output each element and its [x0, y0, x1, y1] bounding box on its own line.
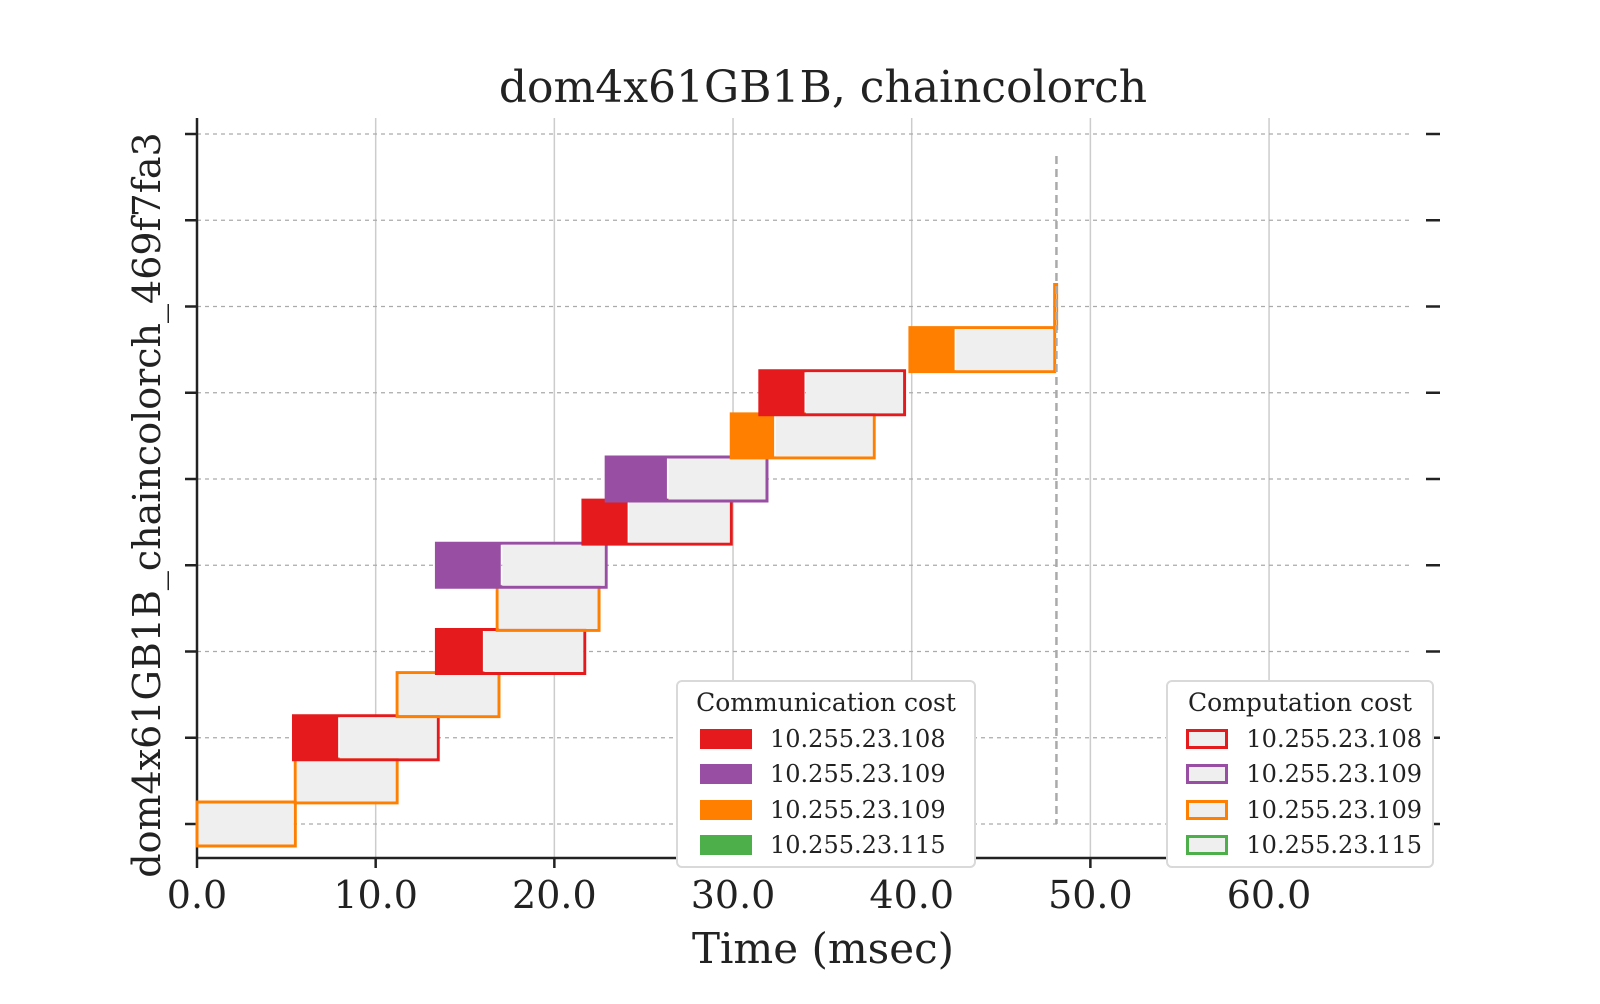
legend-item: 10.255.23.109 [688, 757, 964, 793]
x-tick-label: 0.0 [167, 873, 227, 917]
communication-bar [731, 413, 775, 458]
legend-swatch [700, 799, 752, 820]
computation-bar [629, 501, 730, 543]
legend-label: 10.255.23.108 [1246, 724, 1422, 753]
computation-bar [775, 415, 873, 457]
communication-bar [293, 715, 339, 760]
computation-bar [498, 587, 598, 629]
communication-bar [909, 327, 955, 372]
x-axis-label: Time (msec) [692, 924, 954, 973]
legend-item: 10.255.23.109 [1178, 792, 1422, 828]
task-outline [195, 800, 297, 848]
legend-swatch [700, 728, 752, 749]
legend-item: 10.255.23.108 [1178, 721, 1422, 757]
legend-label: 10.255.23.115 [1246, 831, 1422, 860]
x-tick-label: 60.0 [1227, 873, 1312, 917]
legend-title: Communication cost [696, 688, 956, 717]
legend-swatch [1186, 799, 1229, 820]
chart-title: dom4x61GB1B, chaincolorch [499, 62, 1147, 113]
legend-label: 10.255.23.115 [770, 831, 946, 860]
computation-bar [398, 674, 498, 716]
legend-item: 10.255.23.115 [1178, 828, 1422, 864]
x-tick-label: 50.0 [1048, 873, 1133, 917]
computation-bar [339, 717, 437, 759]
legend-swatch [700, 835, 752, 856]
communication-bar [582, 500, 628, 545]
computation-bar [296, 760, 396, 802]
communication-bar [606, 457, 667, 501]
communication-bar [436, 629, 483, 674]
legend-label: 10.255.23.109 [770, 795, 946, 824]
legend-item: 10.255.23.108 [688, 721, 964, 757]
computation-bar [502, 544, 605, 586]
task-outline [434, 541, 608, 589]
legend-item: 10.255.23.109 [688, 792, 964, 828]
x-tick-label: 20.0 [512, 873, 597, 917]
legend-label: 10.255.23.109 [770, 760, 946, 789]
legend-swatch [1186, 728, 1229, 749]
task-outline [758, 369, 907, 417]
legend-label: 10.255.23.108 [770, 724, 946, 753]
task-outline [604, 455, 769, 503]
y-axis-label: dom4x61GB1B_chaincolorch_469f7fa3 [125, 132, 170, 877]
legend-swatch [1186, 764, 1229, 785]
computation-bar [198, 803, 294, 845]
communication-bar [759, 370, 805, 415]
task-outline [291, 714, 440, 762]
communication-cost-legend: Communication cost 10.255.23.108 10.255.… [676, 680, 976, 868]
communication-bar [436, 543, 501, 588]
computation-bar [668, 458, 766, 500]
computation-bar [806, 372, 904, 414]
x-tick-label: 40.0 [869, 873, 954, 917]
legend-title: Computation cost [1187, 688, 1412, 717]
legend-swatch [1186, 835, 1229, 856]
legend-item: 10.255.23.115 [688, 828, 964, 864]
computation-cost-legend: Computation cost 10.255.23.108 10.255.23… [1166, 680, 1434, 868]
x-tick-label: 30.0 [691, 873, 776, 917]
computation-bar [484, 631, 584, 672]
bars-layer [195, 156, 1059, 848]
legend-swatch [700, 764, 752, 785]
legend-label: 10.255.23.109 [1246, 795, 1422, 824]
computation-bar [956, 329, 1054, 371]
x-tick-label: 10.0 [333, 873, 418, 917]
task-outline [908, 326, 1057, 374]
legend-label: 10.255.23.109 [1246, 760, 1422, 789]
legend-item: 10.255.23.109 [1178, 757, 1422, 793]
